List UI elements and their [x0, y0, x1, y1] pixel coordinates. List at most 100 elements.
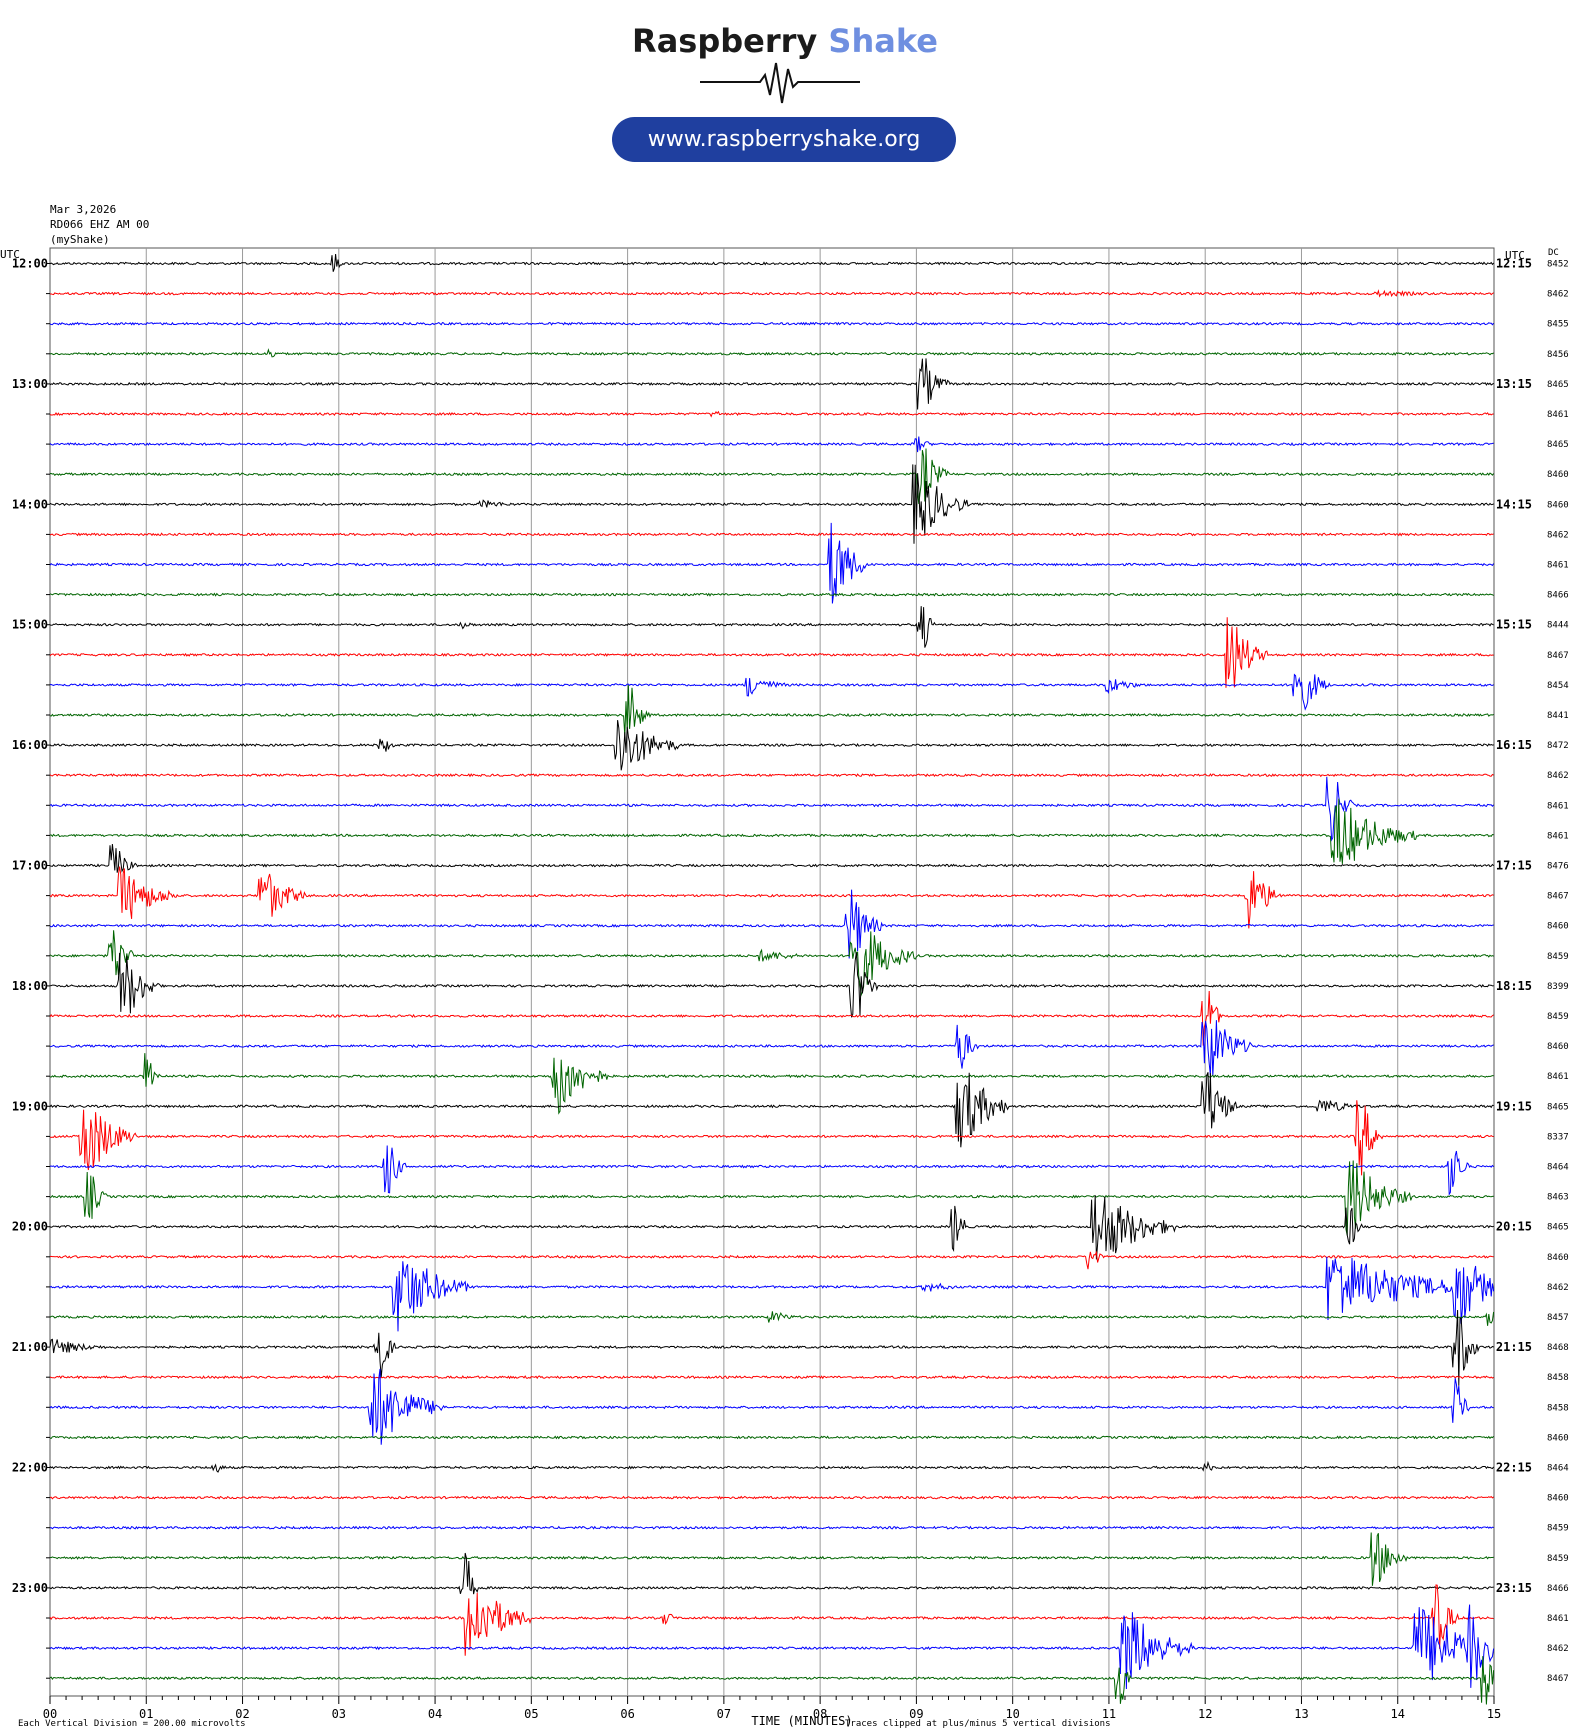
- seismic-trace-row: [49, 592, 1494, 597]
- seismic-trace-row: [49, 843, 1494, 873]
- seismic-trace-row: [49, 798, 1494, 864]
- dc-offset-value: 8466: [1547, 591, 1569, 601]
- seismic-trace-row: [49, 321, 1494, 326]
- seismic-trace-row: [49, 1020, 1494, 1077]
- seismic-trace-row: [49, 253, 1494, 272]
- seismogram-logo-icon: [700, 62, 860, 104]
- right-hour-label: 20:15: [1496, 1220, 1532, 1234]
- x-tick-label: 12: [1198, 1707, 1212, 1721]
- dc-offset-value: 8461: [1547, 561, 1569, 571]
- left-hour-label: 16:00: [12, 738, 48, 752]
- dc-offset-value: 8462: [1547, 771, 1569, 781]
- station-channel: RD066 EHZ AM 00: [50, 218, 150, 231]
- seismic-trace-row: [49, 1250, 1494, 1270]
- left-hour-label: 13:00: [12, 377, 48, 391]
- seismic-trace-row: [49, 990, 1494, 1046]
- left-hour-label: 23:00: [12, 1581, 48, 1595]
- right-hour-label: 18:15: [1496, 979, 1532, 993]
- dc-offset-value: 8460: [1547, 1253, 1569, 1263]
- left-hour-label: 19:00: [12, 1099, 48, 1113]
- left-hour-label: 15:00: [12, 618, 48, 632]
- seismic-trace-row: [49, 1100, 1494, 1176]
- right-hour-label: 14:15: [1496, 497, 1532, 511]
- left-utc-header: UTC: [0, 248, 20, 261]
- x-axis-title: TIME (MINUTES): [751, 1714, 852, 1728]
- dc-offset-value: 8458: [1547, 1373, 1569, 1383]
- dc-offset-value: 8459: [1547, 952, 1569, 962]
- seismic-trace-row: [49, 1435, 1494, 1440]
- x-tick-label: 14: [1391, 1707, 1405, 1721]
- seismic-trace-row: [49, 448, 1494, 504]
- dc-offset-value: 8461: [1547, 410, 1569, 420]
- seismic-trace-row: [49, 673, 1494, 711]
- seismic-trace-row: [49, 1532, 1494, 1586]
- dc-offset-value: 8463: [1547, 1193, 1569, 1203]
- website-url-badge[interactable]: www.raspberryshake.org: [612, 117, 956, 162]
- seismic-trace-row: [49, 464, 1494, 544]
- seismic-trace-row: [49, 1256, 1495, 1332]
- dc-offset-value: 8460: [1547, 470, 1569, 480]
- seismic-trace-row: [49, 1311, 1495, 1326]
- seismic-trace-row: [49, 720, 1494, 771]
- left-hour-label: 18:00: [12, 979, 48, 993]
- dc-offset-value: 8459: [1547, 1012, 1569, 1022]
- dc-offset-value: 8460: [1547, 922, 1569, 932]
- dc-offset-value: 8476: [1547, 862, 1569, 872]
- seismic-trace-row: [49, 1552, 1494, 1595]
- seismic-trace-row: [49, 1195, 1494, 1260]
- dc-offset-value: 8462: [1547, 1283, 1569, 1293]
- right-hour-label: 22:15: [1496, 1461, 1532, 1475]
- dc-header: DC: [1548, 248, 1559, 258]
- seismic-trace-row: [49, 532, 1494, 537]
- brand-name: Raspberry Shake: [0, 22, 1570, 60]
- dc-offset-value: 8461: [1547, 1614, 1569, 1624]
- left-hour-label: 12:00: [12, 257, 48, 271]
- seismic-trace-row: [49, 776, 1494, 842]
- minute-gridlines: [145, 248, 1399, 1696]
- right-hour-label: 21:15: [1496, 1340, 1532, 1354]
- seismic-trace-row: [49, 1656, 1495, 1705]
- left-hour-label: 22:00: [12, 1461, 48, 1475]
- x-tick-label: 11: [1102, 1707, 1116, 1721]
- seismic-trace-row: [49, 1160, 1494, 1236]
- seismic-trace-row: [49, 930, 1494, 997]
- station-info: Mar 3,2026 RD066 EHZ AM 00 (myShake): [50, 202, 149, 247]
- dc-offset-value: 8460: [1547, 1433, 1569, 1443]
- seismic-trace-row: [49, 1053, 1494, 1115]
- dc-offset-value: 8465: [1547, 380, 1569, 390]
- seismic-trace-row: [49, 685, 1494, 736]
- dc-offset-value: 8456: [1547, 350, 1569, 360]
- dc-offset-value: 8460: [1547, 1042, 1569, 1052]
- seismic-trace-row: [49, 1072, 1494, 1148]
- dc-offset-value: 8452: [1547, 260, 1569, 270]
- x-tick-label: 02: [235, 1707, 249, 1721]
- seismic-trace-row: [49, 1460, 1494, 1473]
- seismic-trace-row: [49, 1145, 1494, 1196]
- x-tick-label: 13: [1294, 1707, 1308, 1721]
- dc-offset-value: 8462: [1547, 530, 1569, 540]
- x-tick-label: 04: [428, 1707, 442, 1721]
- right-hour-label: 15:15: [1496, 618, 1532, 632]
- right-hour-label: 16:15: [1496, 738, 1532, 752]
- brand-word-raspberry: Raspberry: [632, 22, 818, 60]
- seismic-trace-row: [49, 1368, 1494, 1445]
- dc-offset-value: 8399: [1547, 982, 1569, 992]
- dc-offset-value: 8461: [1547, 1072, 1569, 1082]
- left-hour-label: 17:00: [12, 859, 48, 873]
- right-hour-label: 13:15: [1496, 377, 1532, 391]
- left-hour-label: 20:00: [12, 1220, 48, 1234]
- seismic-trace-row: [49, 1375, 1494, 1380]
- dc-offset-value: 8454: [1547, 681, 1569, 691]
- dc-offset-value: 8462: [1547, 290, 1569, 300]
- plot-frame: [49, 247, 1495, 1697]
- dc-offset-value: 8472: [1547, 741, 1569, 751]
- x-tick-label: 01: [139, 1707, 153, 1721]
- dc-offset-value: 8460: [1547, 500, 1569, 510]
- dc-offset-value: 8468: [1547, 1343, 1569, 1353]
- seismic-trace-row: [49, 617, 1494, 688]
- dc-offset-value: 8457: [1547, 1313, 1569, 1323]
- left-hour-label: 21:00: [12, 1340, 48, 1354]
- dc-offset-value: 8459: [1547, 1524, 1569, 1534]
- dc-offset-value: 8465: [1547, 440, 1569, 450]
